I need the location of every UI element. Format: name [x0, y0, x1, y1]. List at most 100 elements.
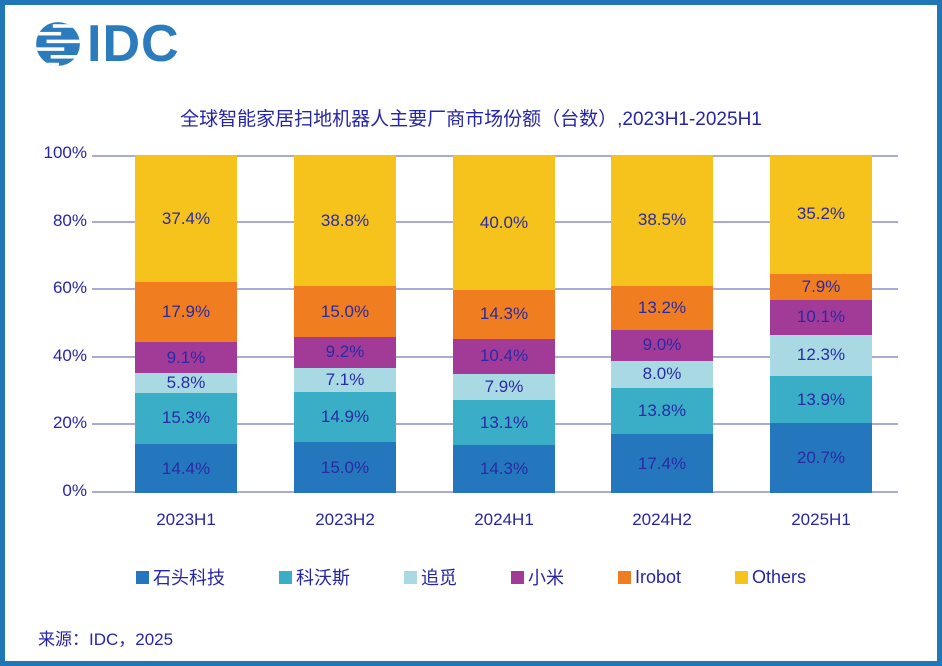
- bar-segment-s3-2024H1: 10.4%: [453, 338, 555, 374]
- bar-segment-s0-2024H1: 14.3%: [453, 444, 555, 493]
- x-axis-label-2023H2: 2023H2: [315, 510, 375, 529]
- segment-value-label: 9.0%: [642, 335, 682, 355]
- segment-value-label: 14.3%: [479, 304, 529, 324]
- segment-value-label: 15.3%: [161, 408, 211, 428]
- legend-item-s0: 石头科技: [135, 564, 225, 590]
- bar-segment-s4-2024H1: 14.3%: [453, 290, 555, 339]
- bar-segment-s1-2023H1: 15.3%: [135, 392, 237, 445]
- bar-segment-s2-2025H1: 12.3%: [770, 334, 872, 377]
- bar-segment-s4-2025H1: 7.9%: [770, 273, 872, 301]
- plot-area: 0% 20% 40% 60% 80% 100% 14.4% 15.3% 5.8% 9.1% 17.9…: [44, 143, 898, 529]
- bar-segment-s0-2023H2: 15.0%: [294, 442, 396, 493]
- bar-segment-s2-2024H1: 7.9%: [453, 373, 555, 401]
- segment-value-label: 14.3%: [479, 458, 529, 478]
- legend-item-s2: 追觅: [403, 564, 457, 590]
- y-axis-label: 0%: [62, 481, 87, 500]
- bar-segment-s5-2024H1: 40.0%: [453, 155, 555, 291]
- bar-segment-s3-2023H1: 9.1%: [135, 342, 237, 374]
- segment-value-label: 10.4%: [479, 346, 529, 366]
- y-axis-tick-60: [92, 288, 103, 291]
- segment-value-label: 10.1%: [796, 307, 846, 327]
- source-note: 来源：IDC，2025: [38, 630, 174, 649]
- segment-value-label: 38.8%: [320, 210, 370, 230]
- segment-value-label: 7.9%: [801, 277, 841, 297]
- bar-segment-s1-2024H1: 13.1%: [453, 400, 555, 445]
- bar-segment-s5-2023H2: 38.8%: [294, 155, 396, 287]
- bar-2025H1: 20.7% 13.9% 12.3% 10.1% 7.9% 35.2%: [770, 154, 872, 493]
- chart-title: 全球智能家居扫地机器人主要厂商市场份额（台数）,2023H1-2025H1: [180, 109, 762, 130]
- segment-value-label: 40.0%: [479, 212, 529, 232]
- x-axis-label-2024H2: 2024H2: [632, 510, 692, 529]
- segment-value-label: 9.2%: [325, 342, 365, 362]
- bar-segment-s5-2025H1: 35.2%: [770, 154, 872, 274]
- segment-value-label: 17.4%: [637, 453, 687, 473]
- segment-value-label: 38.5%: [637, 210, 687, 230]
- segment-value-label: 14.9%: [320, 407, 370, 427]
- bar-segment-s2-2024H2: 8.0%: [611, 360, 713, 388]
- bar-segment-s5-2023H1: 37.4%: [135, 155, 237, 282]
- segment-value-label: 7.1%: [325, 369, 365, 389]
- segment-value-label: 14.4%: [161, 458, 211, 478]
- segment-value-label: 15.0%: [320, 457, 370, 477]
- legend-label: 小米: [527, 568, 564, 588]
- legend-label: Irobot: [634, 566, 681, 587]
- y-axis-label: 60%: [52, 278, 87, 298]
- legend-swatch-icon: [135, 570, 149, 584]
- segment-value-label: 20.7%: [796, 448, 846, 468]
- segment-value-label: 35.2%: [796, 204, 846, 224]
- segment-value-label: 5.8%: [166, 372, 206, 392]
- y-axis-label: 40%: [52, 345, 87, 365]
- bar-segment-s3-2023H2: 9.2%: [294, 336, 396, 368]
- bar-segment-s0-2024H2: 17.4%: [611, 434, 713, 493]
- bar-segment-s3-2025H1: 10.1%: [770, 300, 872, 335]
- legend-label: 追觅: [420, 568, 457, 588]
- segment-value-label: 13.2%: [637, 297, 687, 317]
- bar-2023H1: 14.4% 15.3% 5.8% 9.1% 17.9% 37.4%: [135, 155, 237, 493]
- x-axis-label-2025H1: 2025H1: [791, 510, 851, 529]
- y-axis-label: 100%: [43, 143, 87, 162]
- y-axis-label: 80%: [52, 210, 87, 230]
- segment-value-label: 13.8%: [637, 400, 687, 420]
- segment-value-label: 13.1%: [479, 412, 529, 432]
- y-axis-tick-80: [92, 220, 103, 223]
- legend-swatch-icon: [510, 570, 524, 584]
- segment-value-label: 9.1%: [166, 347, 206, 367]
- bar-segment-s4-2023H1: 17.9%: [135, 281, 237, 343]
- legend-swatch-icon: [278, 570, 292, 584]
- bar-segment-s4-2023H2: 15.0%: [294, 286, 396, 337]
- bar-segment-s3-2024H2: 9.0%: [611, 330, 713, 361]
- bar-segment-s0-2025H1: 20.7%: [770, 423, 872, 493]
- bar-segment-s1-2024H2: 13.8%: [611, 387, 713, 435]
- segment-value-label: 13.9%: [796, 389, 846, 409]
- y-axis-tick-100: [92, 155, 103, 157]
- legend-item-s4: Irobot: [617, 566, 681, 588]
- x-axis-label-2024H1: 2024H1: [474, 510, 534, 529]
- legend-label: 科沃斯: [295, 568, 350, 588]
- bar-segment-s4-2024H2: 13.2%: [611, 285, 713, 331]
- legend-swatch-icon: [735, 570, 748, 584]
- bar-segment-s5-2024H2: 38.5%: [611, 155, 713, 286]
- bar-segment-s1-2023H2: 14.9%: [294, 391, 396, 443]
- chart-legend: 石头科技 科沃斯 追觅 小米 Irobot Others: [5, 564, 937, 590]
- idc-logo: IDC: [33, 15, 180, 73]
- y-axis-tick-20: [92, 423, 103, 426]
- segment-value-label: 15.0%: [320, 301, 370, 321]
- segment-value-label: 17.9%: [161, 302, 211, 322]
- y-axis-label: 20%: [52, 413, 87, 433]
- y-axis-tick-40: [92, 355, 103, 358]
- idc-logo-text: IDC: [87, 15, 180, 73]
- legend-swatch-icon: [617, 570, 631, 584]
- legend-label: Others: [752, 566, 807, 587]
- legend-item-s3: 小米: [510, 564, 564, 590]
- legend-item-s1: 科沃斯: [278, 564, 350, 590]
- idc-globe-icon: [36, 22, 80, 66]
- bar-2024H2: 17.4% 13.8% 8.0% 9.0% 13.2% 38.5%: [611, 155, 713, 493]
- legend-swatch-icon: [403, 570, 417, 584]
- segment-value-label: 7.9%: [484, 377, 524, 397]
- bar-segment-s2-2023H1: 5.8%: [135, 373, 237, 393]
- legend-label: 石头科技: [152, 568, 225, 588]
- legend-item-s5: Others: [735, 567, 806, 588]
- segment-value-label: 8.0%: [642, 364, 682, 384]
- segment-value-label: 12.3%: [796, 345, 846, 365]
- bar-segment-s0-2023H1: 14.4%: [135, 444, 237, 493]
